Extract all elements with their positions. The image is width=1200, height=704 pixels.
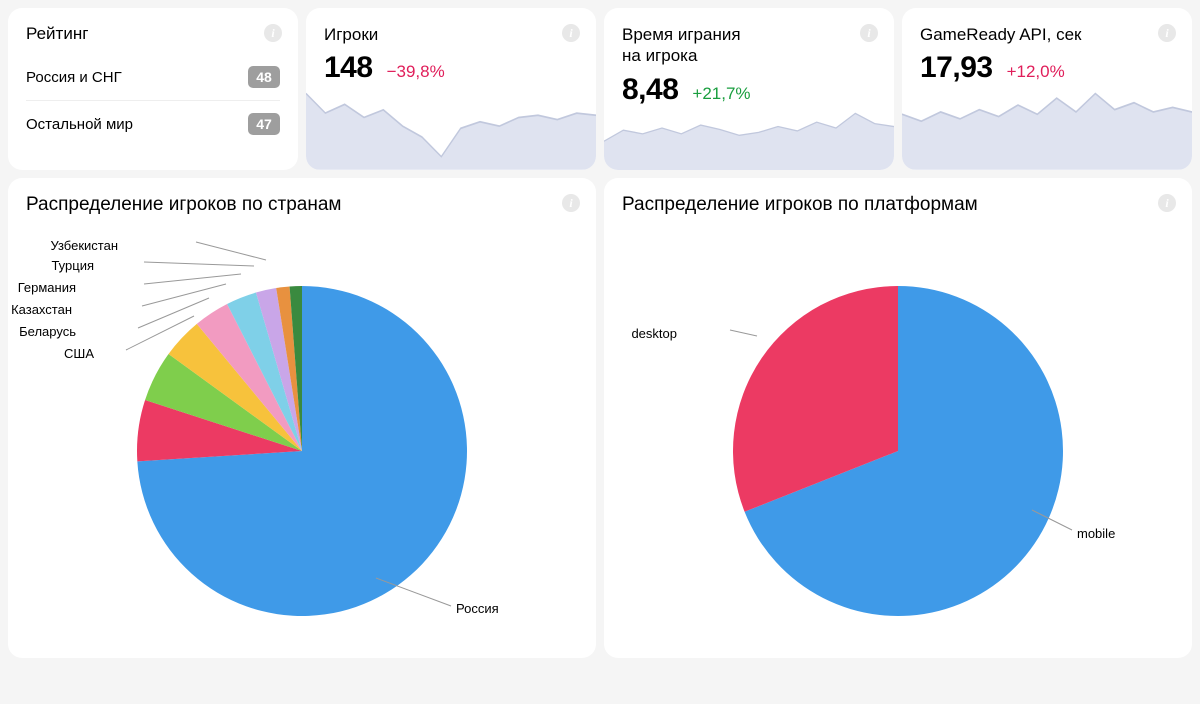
- pie-platforms-card: Распределение игроков по платформам i mo…: [604, 178, 1192, 658]
- sparkline: [902, 85, 1192, 170]
- metric-value: 8,48: [622, 73, 678, 107]
- rating-label: Остальной мир: [26, 116, 133, 133]
- metric-title: Время игранияна игрока: [622, 24, 876, 67]
- rating-card: Рейтинг i Россия и СНГ 48 Остальной мир 47: [8, 8, 298, 170]
- info-icon[interactable]: i: [860, 24, 878, 42]
- metric-delta: +12,0%: [1007, 62, 1065, 82]
- sparkline: [604, 107, 894, 171]
- metric-title: GameReady API, сек: [920, 24, 1174, 45]
- metric-delta: +21,7%: [692, 84, 750, 104]
- sparkline: [306, 85, 596, 170]
- pie-label: mobile: [1077, 526, 1115, 541]
- info-icon[interactable]: i: [562, 194, 580, 212]
- pie-countries-chart: РоссияСШАБеларусьКазахстанГерманияТурция…: [26, 226, 578, 636]
- pie-label: США: [64, 346, 94, 361]
- pie-label: Беларусь: [19, 324, 76, 339]
- rating-label: Россия и СНГ: [26, 69, 122, 86]
- info-icon[interactable]: i: [1158, 194, 1176, 212]
- metric-card-gameready: GameReady API, сек 17,93 +12,0% i: [902, 8, 1192, 170]
- info-icon[interactable]: i: [1158, 24, 1176, 42]
- rating-badge: 47: [248, 113, 280, 135]
- pie-label: Узбекистан: [50, 238, 118, 253]
- pie-platforms-chart: mobile desktop: [622, 226, 1174, 636]
- rating-row: Россия и СНГ 48: [26, 54, 280, 100]
- rating-badge: 48: [248, 66, 280, 88]
- metric-value: 148: [324, 51, 373, 85]
- pie-countries-card: Распределение игроков по странам i Росси…: [8, 178, 596, 658]
- pie-label: Казахстан: [11, 302, 72, 317]
- pie-label: Турция: [51, 258, 94, 273]
- rating-row: Остальной мир 47: [26, 100, 280, 147]
- metric-title: Игроки: [324, 24, 578, 45]
- metric-card-players: Игроки 148 −39,8% i: [306, 8, 596, 170]
- info-icon[interactable]: i: [562, 24, 580, 42]
- metric-delta: −39,8%: [387, 62, 445, 82]
- pie-label: Германия: [18, 280, 76, 295]
- pie-countries-title: Распределение игроков по странам: [26, 194, 578, 216]
- pie-platforms-title: Распределение игроков по платформам: [622, 194, 1174, 216]
- rating-title: Рейтинг: [26, 24, 280, 44]
- metric-value: 17,93: [920, 51, 993, 85]
- info-icon[interactable]: i: [264, 24, 282, 42]
- pie-label: desktop: [631, 326, 677, 341]
- pie-label: Россия: [456, 601, 499, 616]
- metric-card-playtime: Время игранияна игрока 8,48 +21,7% i: [604, 8, 894, 170]
